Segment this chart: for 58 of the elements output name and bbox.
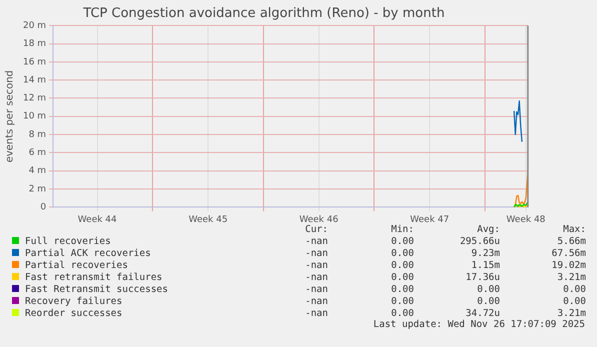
x-tick-label: Week 47 — [410, 214, 450, 225]
y-tick-label: 2 m — [28, 184, 46, 194]
text: 19.02m — [550, 260, 586, 272]
text: 0.00 — [390, 308, 414, 320]
chart-title: TCP Congestion avoidance algorithm (Reno) - by month — [82, 6, 445, 22]
text: 0.00 — [562, 284, 586, 296]
x-tick-label: Week 48 — [506, 214, 546, 225]
text: 5.66m — [556, 236, 586, 248]
y-tick-label: 0 — [40, 202, 46, 213]
text: 17.36u — [464, 272, 500, 284]
y-tick-label: 16 m — [22, 57, 46, 68]
x-tick-label: Week 45 — [188, 214, 228, 225]
legend-label: Partial recoveries — [24, 260, 129, 272]
text: 0.00 — [562, 296, 586, 308]
text: Min: — [390, 224, 414, 236]
text: Last update: Wed Nov 26 17:07:09 2025 — [373, 319, 585, 330]
text: 67.56m — [550, 248, 586, 260]
text: -nan — [304, 284, 328, 296]
text: 0.00 — [390, 296, 414, 308]
text: 9.23m — [470, 248, 500, 260]
text: 3.21m — [556, 272, 586, 284]
text: 3.21m — [556, 308, 586, 320]
y-tick-label: 14 m — [22, 75, 46, 86]
x-tick-label: Week 46 — [299, 214, 339, 225]
text: 0.00 — [476, 284, 500, 296]
y-axis-title: events per second — [4, 70, 16, 163]
y-tick-label: 6 m — [28, 148, 46, 158]
text: 0.00 — [390, 260, 414, 272]
text: 295.66u — [458, 236, 500, 248]
text: -nan — [304, 260, 328, 272]
text: -nan — [304, 236, 328, 248]
text: -nan — [304, 272, 328, 284]
text: Avg: — [476, 224, 500, 236]
legend-label: Full recoveries — [24, 236, 112, 248]
text: 1.15m — [470, 260, 500, 272]
text: 0.00 — [390, 248, 414, 260]
y-tick-label: 10 m — [22, 112, 46, 122]
y-tick-label: 18 m — [22, 39, 46, 50]
text: 0.00 — [390, 236, 414, 248]
text: Max: — [562, 224, 586, 236]
legend-label: Recovery failures — [24, 296, 124, 308]
text: 0.00 — [476, 296, 500, 308]
y-tick-label: 4 m — [28, 166, 46, 176]
text: 0.00 — [390, 284, 414, 296]
text: -nan — [304, 296, 328, 308]
x-tick-label: Week 44 — [78, 214, 118, 225]
y-tick-label: 20 m — [22, 20, 46, 31]
legend-label: Reorder successes — [24, 308, 124, 320]
legend-label: Fast retransmit failures — [24, 272, 164, 284]
text: -nan — [304, 248, 328, 260]
text: Cur: — [304, 224, 328, 236]
y-tick-label: 12 m — [22, 94, 46, 104]
legend-label: Fast Retransmit successes — [24, 284, 169, 296]
text: 0.00 — [390, 272, 414, 284]
text: -nan — [304, 308, 328, 320]
text: 34.72u — [464, 308, 500, 320]
y-tick-label: 8 m — [28, 130, 46, 140]
legend-label: Partial ACK recoveries — [24, 248, 152, 260]
